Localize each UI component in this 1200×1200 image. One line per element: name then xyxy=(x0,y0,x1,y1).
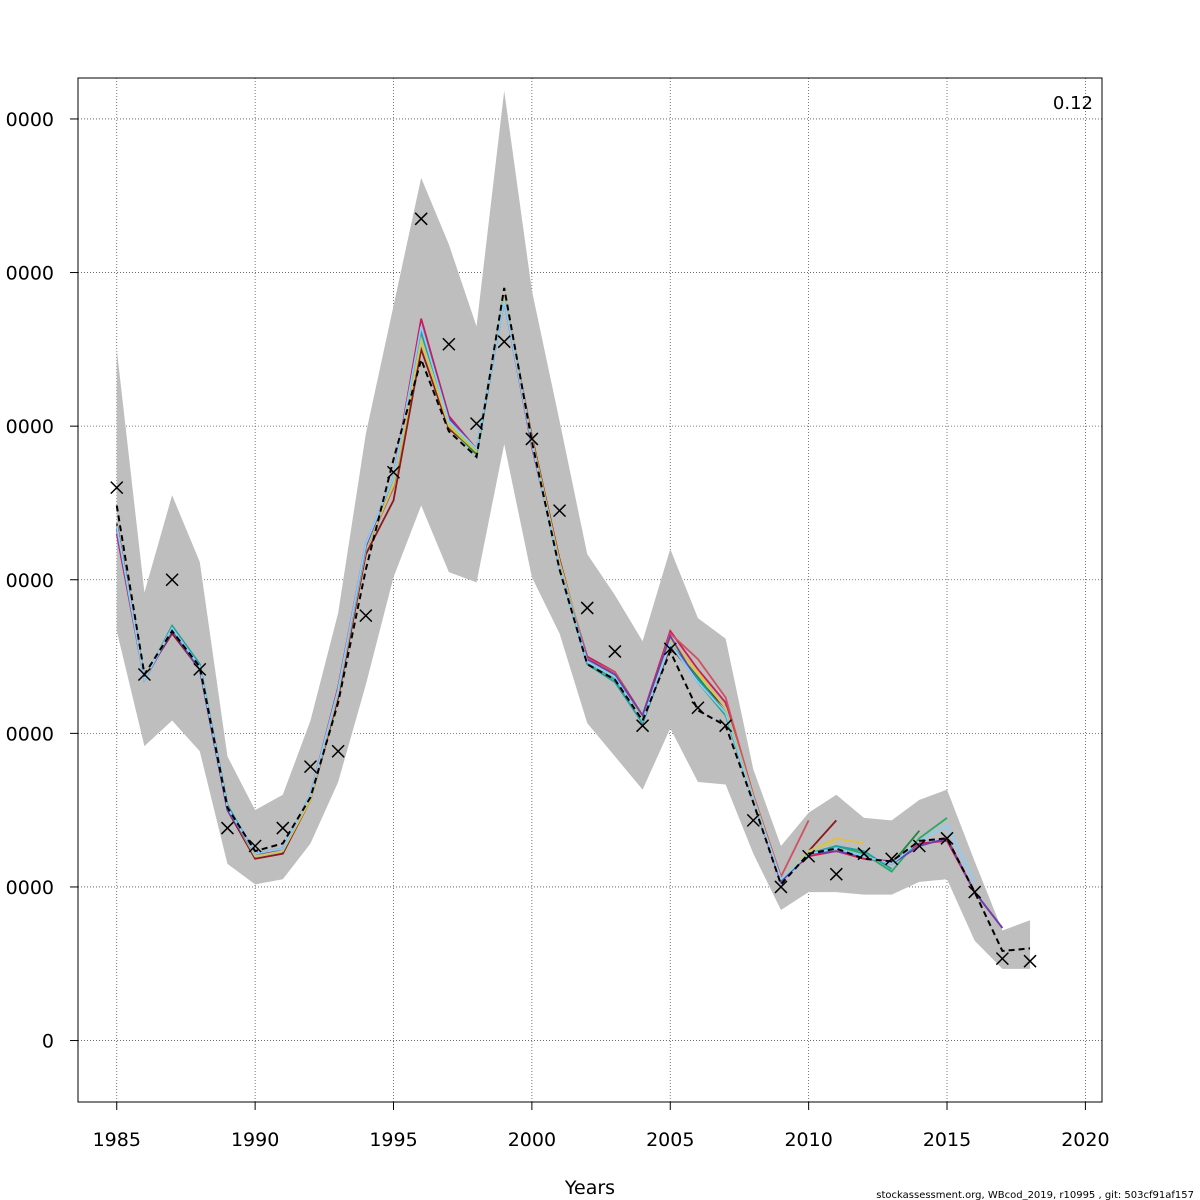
x-tick-label: 2010 xyxy=(784,1129,832,1151)
observation-marker xyxy=(691,701,705,715)
x-tick-label: 1990 xyxy=(231,1129,279,1151)
observation-marker xyxy=(968,885,982,899)
observation-marker xyxy=(276,821,290,835)
x-tick-label: 1995 xyxy=(369,1129,417,1151)
x-tick-label: 2020 xyxy=(1061,1129,1109,1151)
observation-marker xyxy=(940,831,954,845)
observation-marker xyxy=(386,465,401,479)
observation-marker xyxy=(580,601,594,615)
observation-marker xyxy=(774,880,788,894)
x-tick-label: 1985 xyxy=(93,1129,141,1151)
observation-marker xyxy=(193,662,207,676)
confidence-band xyxy=(116,90,1031,969)
observation-marker xyxy=(857,847,871,861)
y-tick-label: 0 xyxy=(42,1031,54,1053)
observation-marker xyxy=(303,760,318,774)
observation-marker xyxy=(1023,954,1037,968)
x-tick-label: 2005 xyxy=(646,1129,694,1151)
observation-marker xyxy=(995,952,1009,966)
y-tick-label: 0000 xyxy=(6,109,54,131)
observation-marker xyxy=(663,642,677,656)
x-tick-label: 2015 xyxy=(923,1129,971,1151)
observation-marker xyxy=(442,337,456,351)
annotation-label: 0.12 xyxy=(1053,93,1093,114)
observation-marker xyxy=(608,644,622,658)
observation-marker xyxy=(719,719,733,733)
y-tick-label: 0000 xyxy=(6,570,54,592)
observation-marker xyxy=(525,432,539,446)
y-tick-label: 0000 xyxy=(6,723,54,745)
series-line-base xyxy=(115,287,1031,953)
observation-marker xyxy=(331,744,345,758)
series-lines xyxy=(115,287,1031,953)
y-tick-label: 0000 xyxy=(6,416,54,438)
x-tick-label: 2000 xyxy=(508,1129,556,1151)
confidence-band-area xyxy=(116,90,1031,969)
observation-markers xyxy=(110,212,1037,968)
observation-marker xyxy=(110,481,124,495)
observation-marker xyxy=(553,504,567,518)
observation-marker xyxy=(220,821,234,835)
observation-marker xyxy=(497,335,511,349)
observation-marker xyxy=(469,417,484,431)
footer-credit: stockassessment.org, WBcod_2019, r10995 … xyxy=(876,1190,1194,1200)
y-tick-label: 0000 xyxy=(6,263,54,285)
observation-marker xyxy=(636,719,650,733)
x-axis: 1985 1990 1995 2000 2005 2010 2015 2020 xyxy=(93,1101,1110,1151)
observation-marker xyxy=(912,839,926,853)
observation-marker xyxy=(829,867,843,881)
observation-marker xyxy=(802,849,816,863)
observation-marker xyxy=(165,573,179,587)
y-tick-label: 0000 xyxy=(6,877,54,899)
observation-marker xyxy=(746,813,760,827)
observation-marker xyxy=(359,609,373,623)
observation-marker xyxy=(137,667,151,682)
observation-marker xyxy=(414,212,428,226)
observation-marker xyxy=(248,839,262,853)
x-axis-title: Years xyxy=(564,1177,615,1199)
observation-marker xyxy=(885,852,899,866)
